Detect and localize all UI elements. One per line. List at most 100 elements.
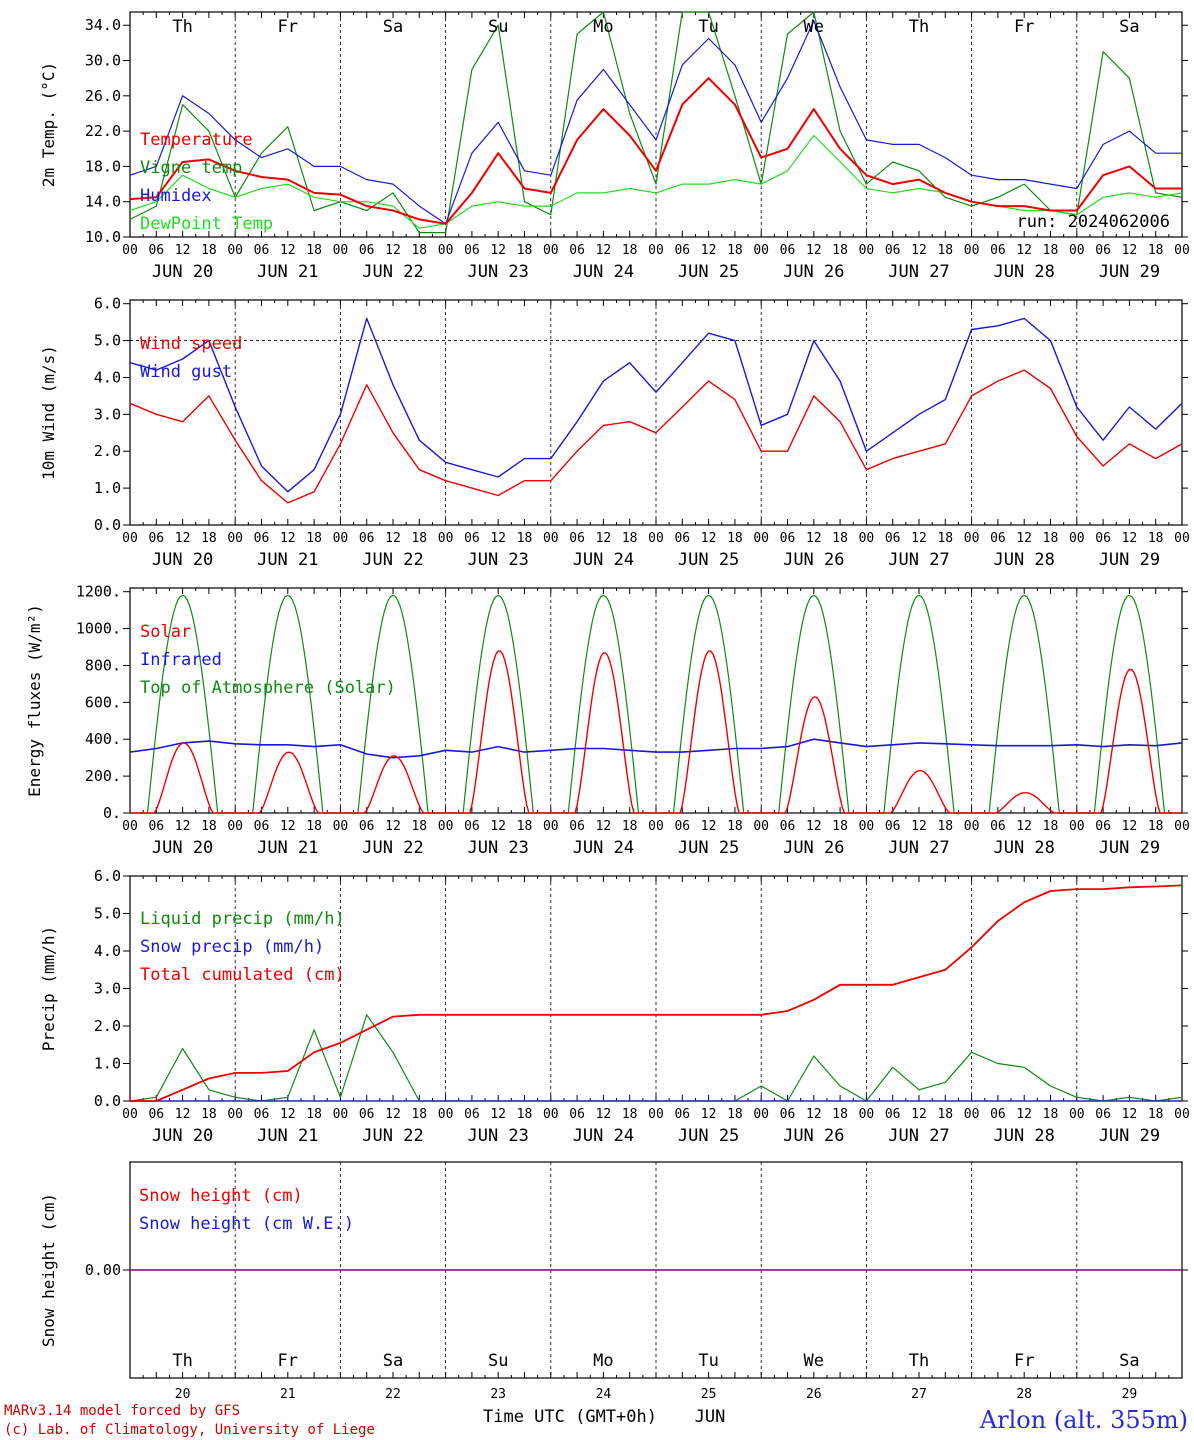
- y-tick-label: 0.0: [94, 516, 121, 534]
- y-tick-label: 18.0: [85, 157, 121, 175]
- date-label: JUN 26: [783, 262, 844, 282]
- hour-label: 12: [385, 243, 401, 258]
- hour-label: 00: [333, 243, 349, 258]
- footer-copyright: (c) Lab. of Climatology, University of L…: [4, 1422, 375, 1438]
- weekday-label: Fr: [1014, 17, 1034, 37]
- hour-label: 18: [727, 531, 743, 546]
- hour-label: 00: [333, 531, 349, 546]
- hour-label: 00: [648, 819, 664, 834]
- hour-label: 00: [438, 1107, 454, 1122]
- hour-label: 00: [543, 243, 559, 258]
- y-tick-label: 1.0: [94, 1055, 121, 1073]
- hour-label: 18: [1148, 531, 1164, 546]
- series-dewpoint-temp: [129, 134, 1183, 229]
- hour-label: 18: [306, 819, 322, 834]
- hour-label: 00: [122, 819, 138, 834]
- hour-label: 12: [385, 819, 401, 834]
- hour-label: 12: [490, 1107, 506, 1122]
- hour-label: 06: [569, 1107, 585, 1122]
- weekday-label: Tu: [698, 17, 718, 37]
- hour-label: 18: [1043, 531, 1059, 546]
- day-number-label: 21: [280, 1387, 296, 1402]
- hour-label: 06: [674, 1107, 690, 1122]
- hour-label: 18: [306, 1107, 322, 1122]
- hour-label: 12: [175, 243, 191, 258]
- legend-infrared: Infrared: [140, 650, 222, 670]
- date-label: JUN 28: [993, 262, 1054, 282]
- hour-label: 12: [280, 1107, 296, 1122]
- hour-label: 06: [885, 1107, 901, 1122]
- date-label: JUN 20: [152, 1126, 213, 1146]
- weekday-label: We: [804, 1351, 824, 1371]
- hour-label: 06: [464, 1107, 480, 1122]
- y-tick-label: 26.0: [85, 87, 121, 105]
- hour-label: 06: [359, 1107, 375, 1122]
- hour-label: 00: [648, 531, 664, 546]
- hour-label: 06: [148, 531, 164, 546]
- hour-label: 18: [411, 243, 427, 258]
- hour-label: 06: [885, 819, 901, 834]
- date-label: JUN 23: [467, 1126, 528, 1146]
- day-number-label: 23: [490, 1387, 506, 1402]
- hour-label: 06: [674, 243, 690, 258]
- date-label: JUN 26: [783, 1126, 844, 1146]
- hour-label: 06: [780, 243, 796, 258]
- hour-label: 18: [937, 531, 953, 546]
- series-vigne-temp: [129, 11, 1183, 234]
- run-annotation: run: 2024062006: [1016, 212, 1170, 232]
- hour-label: 12: [280, 531, 296, 546]
- date-label: JUN 25: [678, 550, 739, 570]
- date-label: JUN 23: [467, 550, 528, 570]
- hour-label: 12: [1122, 243, 1138, 258]
- hour-label: 18: [727, 1107, 743, 1122]
- weekday-label: Fr: [278, 1351, 298, 1371]
- day-number-label: 26: [806, 1387, 822, 1402]
- weekday-label: Mo: [593, 17, 613, 37]
- hour-label: 12: [911, 243, 927, 258]
- hour-label: 12: [806, 243, 822, 258]
- hour-label: 00: [543, 531, 559, 546]
- weekday-label: Th: [909, 17, 929, 37]
- hour-label: 06: [780, 819, 796, 834]
- weekday-label: Tu: [698, 1351, 718, 1371]
- hour-label: 00: [859, 819, 875, 834]
- y-tick-label: 3.0: [94, 980, 121, 998]
- hour-label: 18: [727, 819, 743, 834]
- hour-label: 00: [753, 243, 769, 258]
- hour-label: 12: [701, 243, 717, 258]
- y-tick-label: 2.0: [94, 442, 121, 460]
- hour-label: 12: [806, 819, 822, 834]
- hour-label: 18: [411, 819, 427, 834]
- date-label: JUN 29: [1099, 262, 1160, 282]
- hour-label: 18: [937, 1107, 953, 1122]
- y-tick-label: 4.0: [94, 368, 121, 386]
- date-label: JUN 28: [993, 1126, 1054, 1146]
- date-label: JUN 28: [993, 550, 1054, 570]
- weekday-label: Th: [172, 17, 192, 37]
- weekday-label: Mo: [593, 1351, 613, 1371]
- hour-label: 18: [832, 819, 848, 834]
- y-tick-label: 800.: [85, 656, 121, 674]
- hour-label: 00: [859, 243, 875, 258]
- hour-label: 12: [175, 1107, 191, 1122]
- hour-label: 18: [1148, 243, 1164, 258]
- date-label: JUN 28: [993, 838, 1054, 858]
- y-tick-label: 34.0: [85, 16, 121, 34]
- hour-label: 06: [148, 243, 164, 258]
- date-label: JUN 24: [573, 1126, 634, 1146]
- hour-label: 00: [543, 819, 559, 834]
- hour-label: 18: [1043, 819, 1059, 834]
- hour-label: 00: [1069, 531, 1085, 546]
- chart-text: 00 06 12 18 JUN 20 00 06 12 18 JUN 21 00 06 12 18 JUN …: [25, 16, 1190, 1427]
- date-label: JUN 22: [362, 1126, 423, 1146]
- hour-label: 06: [674, 531, 690, 546]
- hour-label: 12: [490, 819, 506, 834]
- hour-label: 18: [1148, 819, 1164, 834]
- day-number-label: 24: [596, 1387, 612, 1402]
- hour-label: 12: [1016, 243, 1032, 258]
- hour-label: 18: [937, 243, 953, 258]
- legend-wind-speed: Wind speed: [140, 334, 242, 354]
- x-axis-label: Time UTC (GMT+0h): [483, 1407, 657, 1427]
- hour-label: 06: [254, 243, 270, 258]
